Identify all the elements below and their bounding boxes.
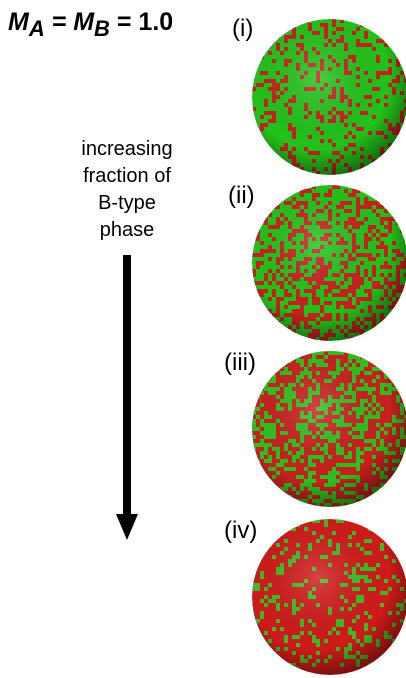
panel-label: (i) — [232, 15, 253, 42]
sphere-shading — [252, 519, 406, 675]
arrow-label-line: B-type — [98, 192, 156, 214]
title-part: = 1.0 — [110, 8, 173, 36]
title-subscript: B — [94, 16, 110, 41]
arrow-label-line: increasing — [81, 138, 172, 160]
arrow-shaft — [123, 255, 131, 517]
figure: MA = MB = 1.0 increasing fraction of B-t… — [0, 0, 406, 678]
panel-label: (ii) — [228, 182, 255, 209]
sphere — [252, 351, 406, 507]
panels: (i) (ii) (iii) (iv) — [224, 15, 406, 675]
arrow-label-line: phase — [100, 219, 155, 241]
title-part: M — [8, 8, 30, 36]
arrow-label: increasing fraction of B-type phase — [81, 138, 172, 241]
sphere — [252, 185, 406, 341]
arrow-label-line: fraction of — [83, 165, 171, 187]
sphere — [252, 519, 406, 675]
panel-label: (iii) — [224, 349, 256, 376]
title-part: = M — [45, 8, 95, 36]
panel-label: (iv) — [224, 517, 257, 544]
arrow-head — [116, 514, 138, 540]
title: MA = MB = 1.0 — [8, 8, 173, 41]
title-subscript: A — [28, 16, 45, 41]
sphere-shading — [252, 351, 406, 507]
sphere — [252, 19, 406, 175]
sphere-shading — [252, 19, 406, 175]
sphere-shading — [252, 185, 406, 341]
